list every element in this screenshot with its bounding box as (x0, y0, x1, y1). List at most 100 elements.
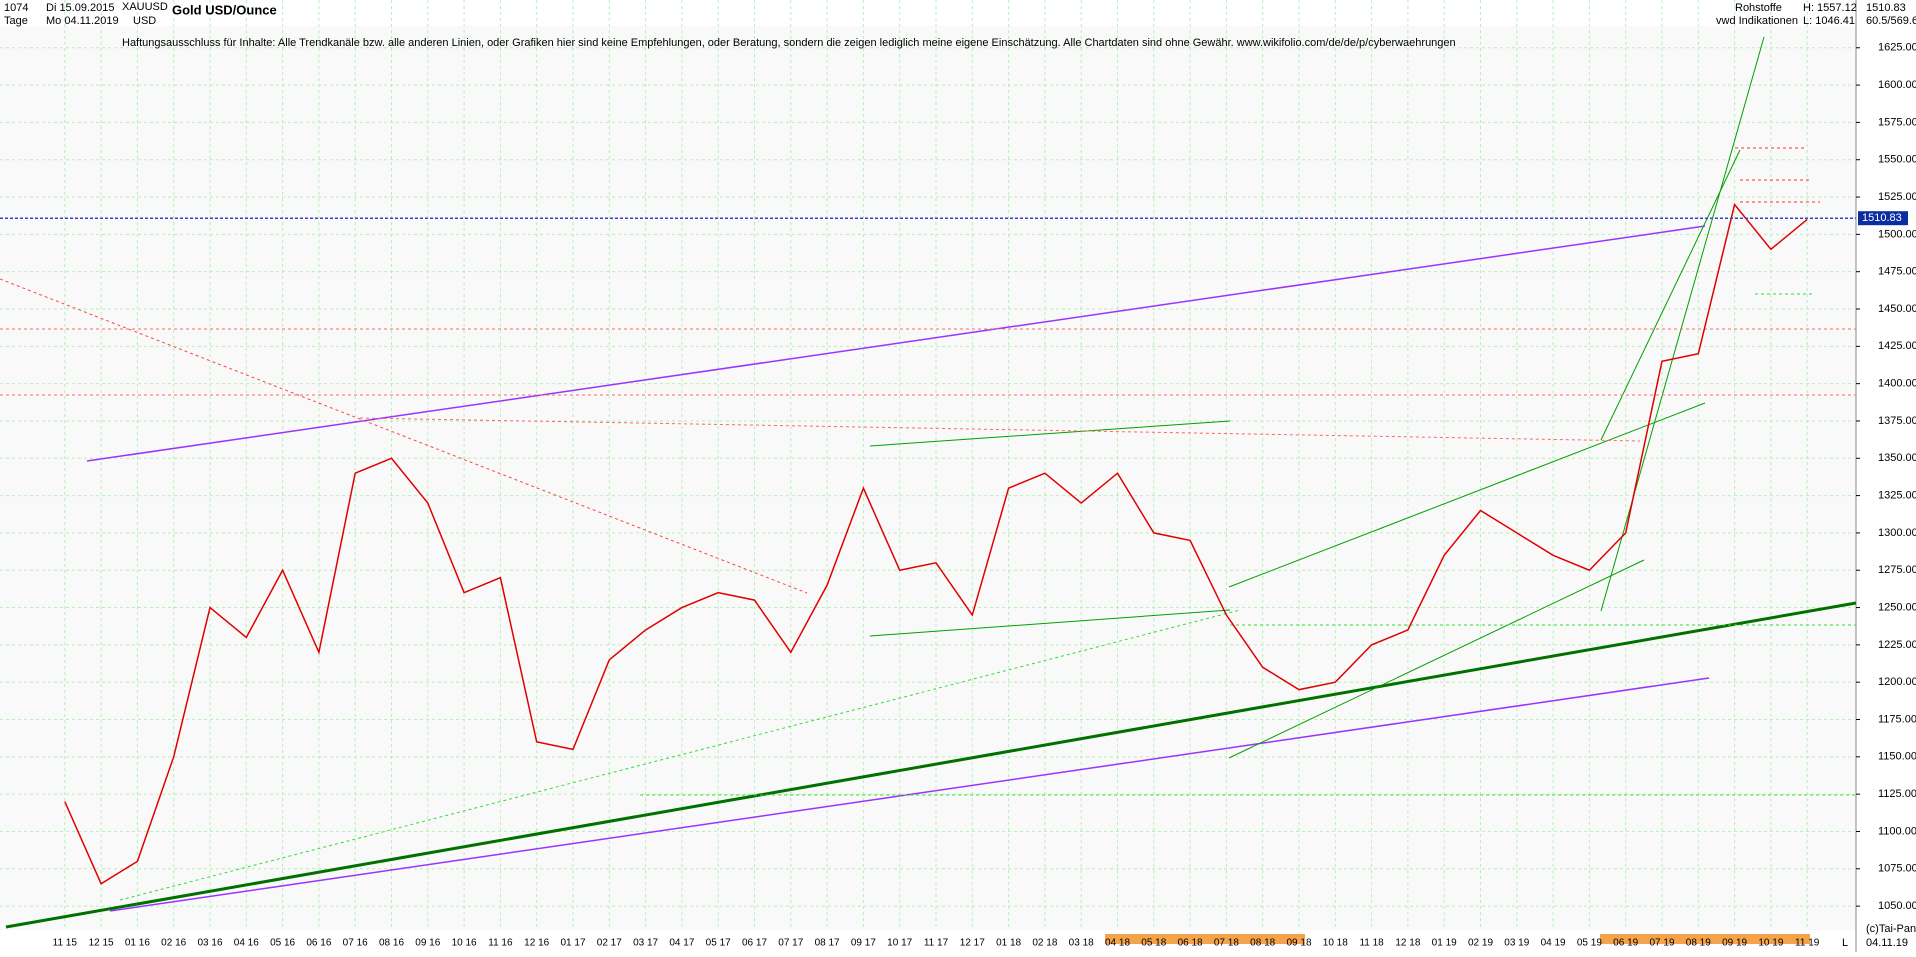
y-tick-label: 1275.00 (1878, 564, 1916, 576)
trend-line (119, 609, 1241, 901)
y-tick-label: 1450.00 (1878, 303, 1916, 315)
footer-date: 04.11.19 (1866, 937, 1908, 949)
x-tick-label: 03 17 (633, 938, 658, 949)
x-tick-label: 11 15 (53, 938, 78, 949)
x-tick-label: 04 16 (234, 938, 259, 949)
trend-line (86, 225, 1706, 462)
x-tick-label: 03 18 (1069, 938, 1094, 949)
source: vwd Indikationen (1716, 15, 1798, 27)
period: Tage (4, 15, 28, 27)
x-tick-label: 10 19 (1758, 938, 1783, 949)
y-tick-label: 1550.00 (1878, 154, 1916, 166)
x-tick-label: 05 18 (1141, 938, 1166, 949)
y-tick-label: 1400.00 (1878, 378, 1916, 390)
x-tick-label: 07 16 (343, 938, 368, 949)
disclaimer: Haftungsausschluss für Inhalte: Alle Tre… (122, 37, 1456, 49)
y-tick-label: 1500.00 (1878, 228, 1916, 240)
x-tick-label: 08 16 (379, 938, 404, 949)
x-tick-label: 10 16 (452, 938, 477, 949)
x-tick-label: 05 17 (706, 938, 731, 949)
trend-line (869, 420, 1231, 447)
trend-line (109, 677, 1710, 912)
start-date: Di 15.09.2015 (46, 2, 115, 14)
x-tick-label: 11 17 (924, 938, 949, 949)
trend-lines (0, 36, 1857, 929)
group: Rohstoffe (1735, 2, 1782, 14)
footer-l: L (1842, 937, 1848, 949)
bar-count: 1074 (4, 2, 28, 14)
y-tick-label: 1250.00 (1878, 601, 1916, 613)
y-tick-label: 1200.00 (1878, 676, 1916, 688)
y-tick-label: 1100.00 (1878, 825, 1916, 837)
x-tick-label: 12 16 (524, 938, 549, 949)
x-tick-label: 07 19 (1649, 938, 1674, 949)
x-tick-label: 05 19 (1577, 938, 1602, 949)
x-tick-label: 07 18 (1214, 938, 1239, 949)
y-tick-label: 1325.00 (1878, 490, 1916, 502)
y-tick-label: 1050.00 (1878, 900, 1916, 912)
last-price-label: 1510.83 (1862, 212, 1902, 224)
x-tick-label: 11 16 (488, 938, 513, 949)
x-tick-label: 02 19 (1468, 938, 1493, 949)
low: L: 1046.41 (1803, 15, 1855, 27)
x-tick-label: 10 18 (1323, 938, 1348, 949)
high: H: 1557.12 (1803, 2, 1857, 14)
x-tick-label: 11 19 (1795, 938, 1820, 949)
trend-line (869, 609, 1231, 637)
y-tick-label: 1175.00 (1878, 713, 1916, 725)
x-tick-label: 01 17 (560, 938, 585, 949)
plot-area (0, 0, 1856, 930)
y-tick-label: 1075.00 (1878, 863, 1916, 875)
last-value: 1510.83 (1866, 2, 1906, 14)
y-tick-label: 1125.00 (1878, 788, 1916, 800)
copyright: (c)Tai-Pan (1866, 923, 1916, 935)
x-axis-area (0, 930, 1916, 952)
chart-title: Gold USD/Ounce (172, 2, 277, 17)
y-tick-label: 1600.00 (1878, 79, 1916, 91)
x-tick-label: 11 18 (1359, 938, 1384, 949)
x-tick-label: 06 16 (306, 938, 331, 949)
x-tick-label: 04 19 (1541, 938, 1566, 949)
header-bar (0, 0, 1916, 26)
trend-line (0, 278, 808, 594)
axis-highlight (1600, 934, 1810, 944)
last-price-box (1858, 211, 1908, 226)
y-tick-label: 1475.00 (1878, 266, 1916, 278)
x-tick-label: 01 16 (125, 938, 150, 949)
x-tick-label: 08 17 (815, 938, 840, 949)
axis-highlight (1105, 934, 1305, 944)
y-tick-label: 1225.00 (1878, 639, 1916, 651)
x-tick-label: 09 16 (415, 938, 440, 949)
x-tick-label: 06 18 (1178, 938, 1203, 949)
x-tick-label: 05 16 (270, 938, 295, 949)
x-tick-label: 02 18 (1032, 938, 1057, 949)
x-tick-label: 12 15 (89, 938, 114, 949)
x-tick-label: 12 17 (960, 938, 985, 949)
x-tick-label: 12 18 (1395, 938, 1420, 949)
x-tick-label: 09 18 (1286, 938, 1311, 949)
trend-line (5, 601, 1857, 929)
y-tick-label: 1525.00 (1878, 191, 1916, 203)
x-tick-label: 10 17 (887, 938, 912, 949)
x-tick-label: 09 19 (1722, 938, 1747, 949)
currency: USD (133, 15, 156, 27)
x-tick-label: 04 17 (669, 938, 694, 949)
x-tick-label: 08 18 (1250, 938, 1275, 949)
trend-line (1228, 559, 1645, 759)
x-tick-label: 01 19 (1432, 938, 1457, 949)
y-tick-label: 1625.00 (1878, 42, 1916, 54)
x-tick-label: 08 19 (1686, 938, 1711, 949)
trend-line (1600, 36, 1765, 612)
y-tick-label: 1575.00 (1878, 116, 1916, 128)
x-tick-label: 09 17 (851, 938, 876, 949)
x-tick-label: 01 18 (996, 938, 1021, 949)
trend-line (1600, 149, 1741, 441)
y-tick-label: 1150.00 (1878, 751, 1916, 763)
x-tick-label: 02 16 (161, 938, 186, 949)
ratio: 60.5/569.6 (1866, 15, 1916, 27)
y-tick-label: 1300.00 (1878, 527, 1916, 539)
end-date: Mo 04.11.2019 (46, 15, 119, 27)
x-tick-label: 06 19 (1613, 938, 1638, 949)
x-tick-label: 03 16 (197, 938, 222, 949)
